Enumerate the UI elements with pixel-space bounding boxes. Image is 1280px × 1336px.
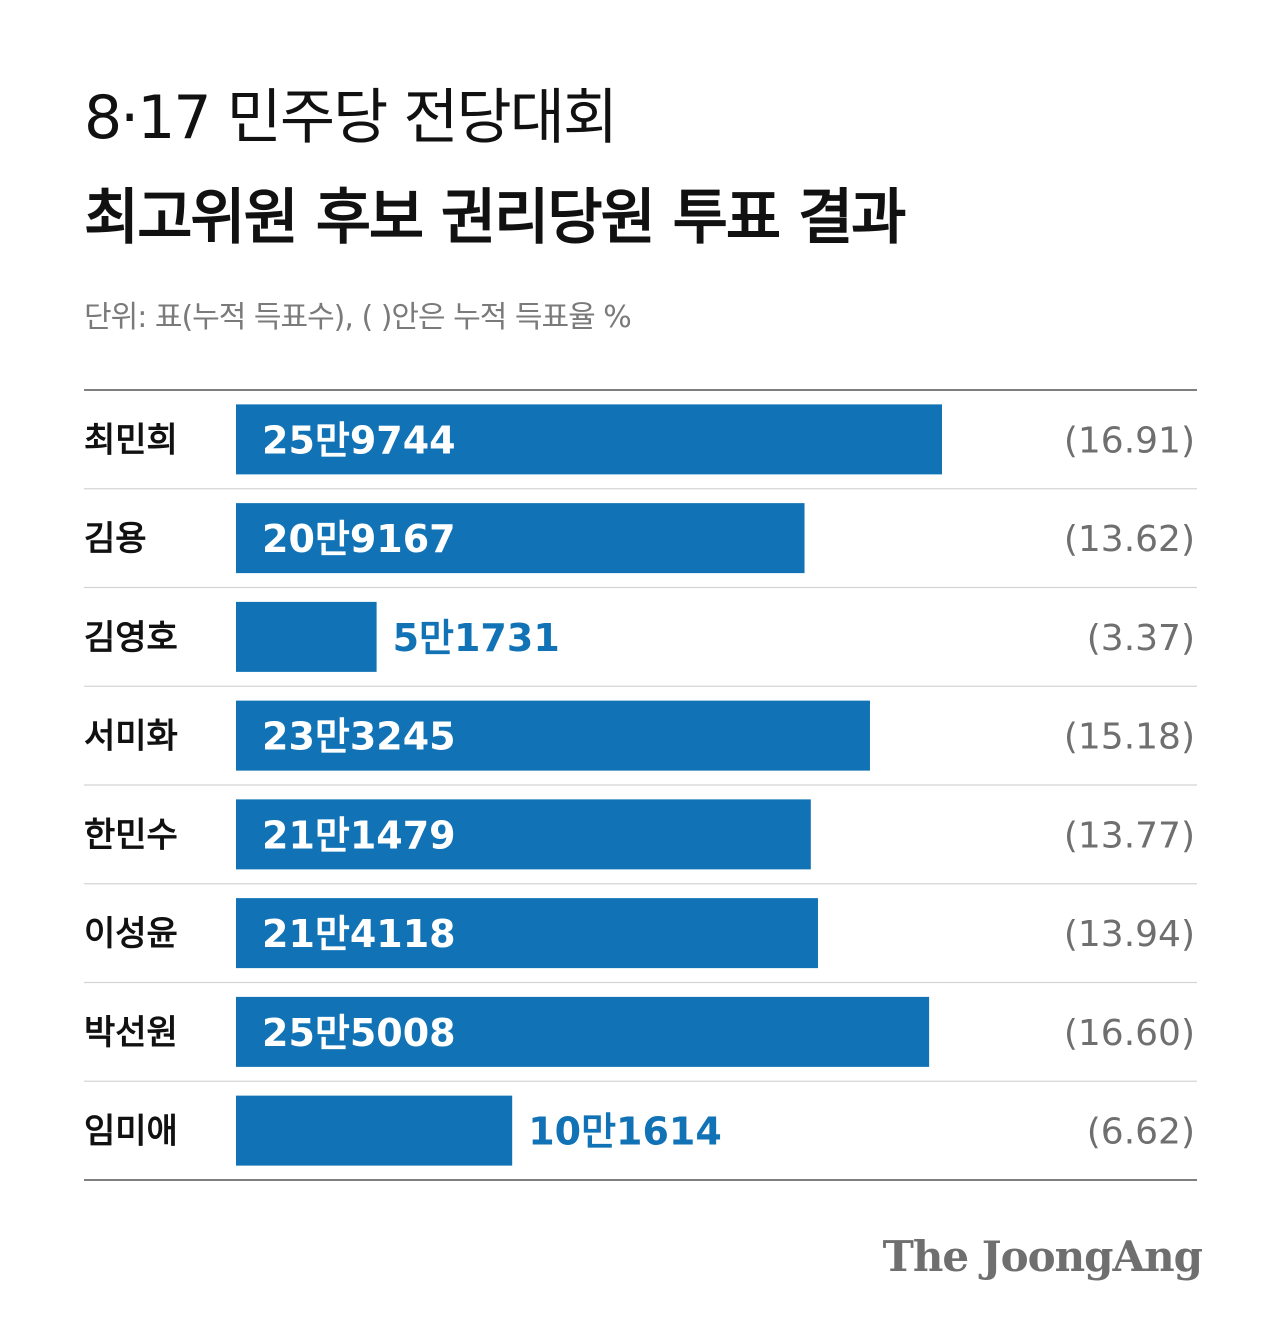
value-label: 25만5008: [262, 1011, 456, 1055]
bar: [236, 601, 377, 672]
category-label: 최민희: [84, 420, 178, 460]
value-label: 23만3245: [262, 715, 456, 759]
value-label: 21만4118: [262, 912, 456, 956]
bar: [236, 799, 811, 870]
value-label: 20만9167: [262, 517, 456, 561]
chart-title: 8·17 민주당 전당대회: [84, 83, 618, 153]
category-label: 한민수: [84, 815, 178, 855]
percent-label: (15.18): [1064, 717, 1195, 758]
category-label: 이성윤: [84, 914, 178, 954]
percent-label: (16.60): [1064, 1013, 1195, 1054]
bar: [236, 700, 870, 771]
bar: [236, 503, 805, 574]
brand-logo: The JoongAng: [882, 1232, 1203, 1281]
value-label: 5만1731: [393, 616, 560, 660]
percent-label: (3.37): [1087, 618, 1195, 659]
bar: [236, 404, 942, 475]
category-label: 김용: [84, 519, 147, 559]
bar: [236, 996, 930, 1067]
category-label: 서미화: [84, 717, 178, 757]
percent-label: (13.94): [1064, 914, 1195, 955]
bar: [236, 898, 818, 969]
category-label: 김영호: [84, 618, 178, 658]
unit-note: 단위: 표(누적 득표수), ( )안은 누적 득표율 %: [84, 300, 632, 335]
value-label: 21만1479: [262, 813, 456, 857]
value-label: 10만1614: [528, 1110, 722, 1154]
value-label: 25만9744: [262, 418, 456, 462]
bar: [236, 1095, 513, 1166]
category-label: 임미애: [84, 1112, 178, 1152]
percent-label: (16.91): [1064, 420, 1195, 461]
chart-subtitle: 최고위원 후보 권리당원 투표 결과: [84, 183, 906, 253]
percent-label: (6.62): [1087, 1112, 1195, 1153]
category-label: 박선원: [84, 1013, 178, 1053]
percent-label: (13.62): [1064, 519, 1195, 560]
percent-label: (13.77): [1064, 815, 1195, 856]
